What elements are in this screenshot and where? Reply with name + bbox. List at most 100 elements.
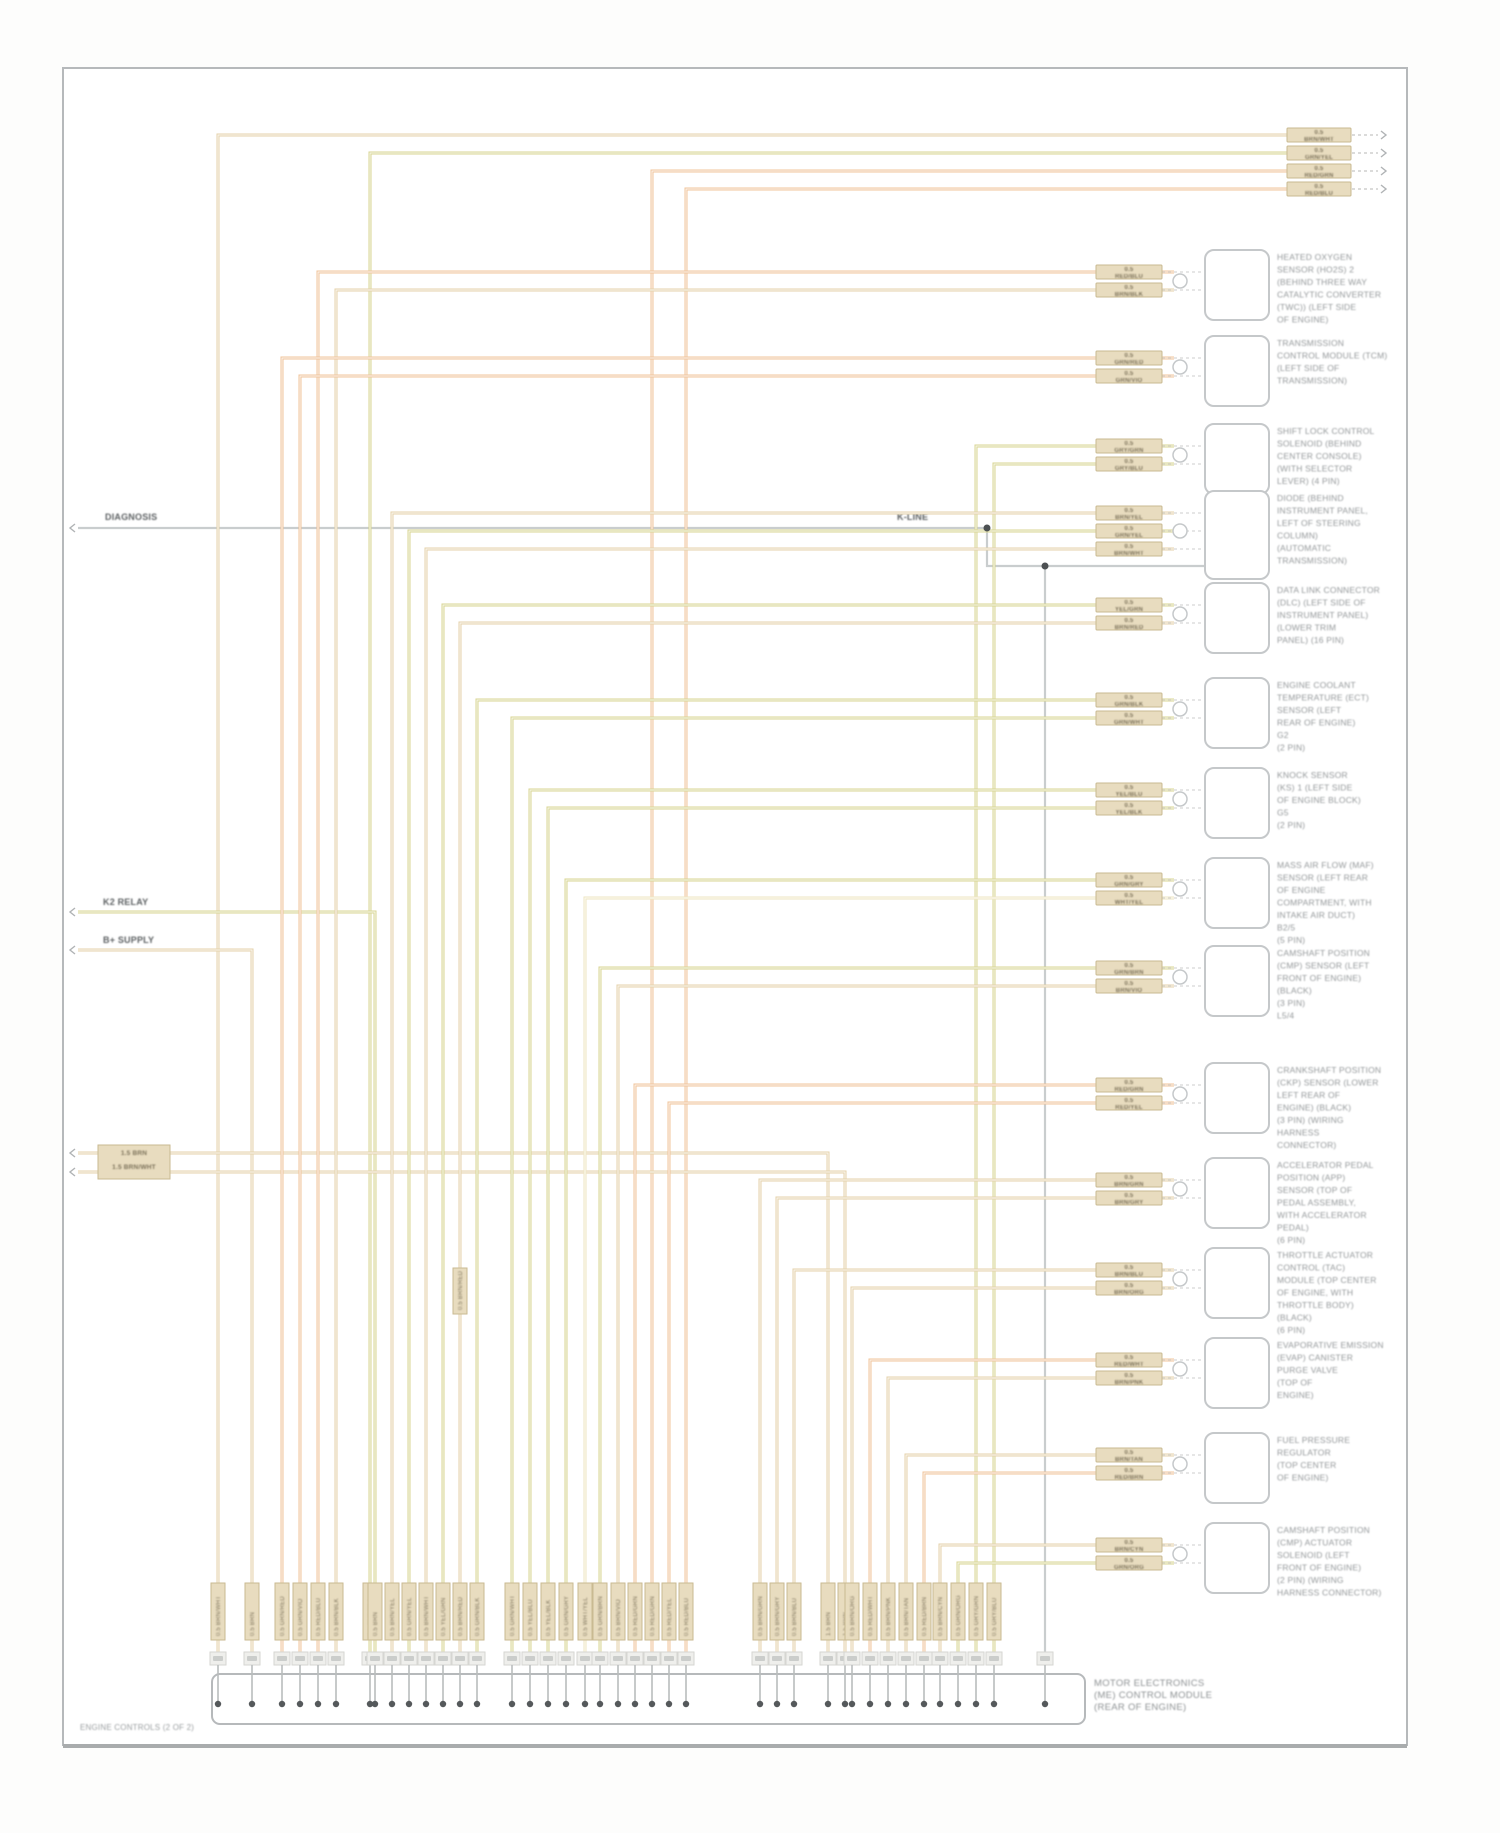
top-group-wire-label <box>1286 181 1352 197</box>
module-wire-label-text2: BRN/GRN <box>1114 1182 1143 1188</box>
bottom-wire-label-box <box>968 1582 984 1641</box>
left-entry-wire-core <box>78 1152 829 1652</box>
bottom-pin-number-mark <box>630 1656 640 1661</box>
top-group-wire-label-text2: BRN/WHT <box>1304 137 1334 143</box>
bottom-pin-number-mark <box>331 1656 341 1661</box>
module-description-line: SENSOR (LEFT <box>1277 705 1341 715</box>
ecm-pin-terminal-dot <box>214 1700 222 1708</box>
module-description-line: MASS AIR FLOW (MAF) <box>1277 860 1374 870</box>
module-box <box>1204 490 1270 580</box>
module-feed-wire-core <box>511 717 1174 1652</box>
module-connector-circle <box>1172 273 1188 289</box>
bottom-pin-number-mark <box>664 1656 674 1661</box>
bottom-pin-number-mark <box>455 1656 465 1661</box>
ecm-pin-terminal-dot <box>972 1700 980 1708</box>
module-wire-label-text1: 0.5 <box>1125 1355 1134 1361</box>
module-box <box>1204 1432 1270 1504</box>
bottom-wire-label-box <box>274 1582 290 1641</box>
off-page-arrow-icon <box>68 945 76 955</box>
bottom-wire-label-text: 0.5 RED/WHT <box>868 1596 874 1636</box>
bottom-wire-label-box <box>844 1582 860 1641</box>
bottom-pin-number-mark <box>971 1656 981 1661</box>
ecm-pin-terminal-dot <box>544 1700 552 1708</box>
module-description-line: (3 PIN) <box>1277 998 1305 1008</box>
module-description-line: MODULE (TOP CENTER <box>1277 1275 1377 1285</box>
left-entry-label: K2 RELAY <box>103 897 148 907</box>
bottom-pin-number-mark <box>772 1656 782 1661</box>
bottom-wire-label-text: 0.5 RED/GRN <box>633 1596 639 1636</box>
bottom-pin-number-mark <box>438 1656 448 1661</box>
module-description-line: CRANKSHAFT POSITION <box>1277 1065 1381 1075</box>
module-description-line: FRONT OF ENGINE) <box>1277 973 1361 983</box>
left-entry-wire-core <box>78 911 376 1652</box>
module-wire-label <box>1095 282 1163 298</box>
top-bus-wire-core <box>217 134 1287 1652</box>
ecm-pin-terminal-dot <box>884 1700 892 1708</box>
off-page-arrow-icon <box>68 1167 76 1177</box>
bottom-pin-number-mark <box>404 1656 414 1661</box>
module-description-line: ENGINE) (BLACK) <box>1277 1103 1351 1113</box>
ecm-pin-terminal-dot <box>954 1700 962 1708</box>
off-page-arrow-icon <box>1380 184 1388 194</box>
module-description-line: WITH ACCELERATOR <box>1277 1210 1367 1220</box>
bottom-wire-label-box <box>627 1582 643 1641</box>
module-description-line: ACCELERATOR PEDAL <box>1277 1160 1374 1170</box>
module-feed-wire-core <box>317 271 1174 1652</box>
ecm-pin-terminal-dot <box>508 1700 516 1708</box>
module-wire-label-text2: BRN/TAN <box>1115 1457 1143 1463</box>
module-wire-label <box>1095 960 1163 976</box>
ecm-pin-terminal-dot <box>614 1700 622 1708</box>
bottom-wire-label-text: 0.5 GRN/BRN <box>598 1596 604 1636</box>
top-group-wire-label <box>1286 127 1352 143</box>
module-description-line: (BEHIND THREE WAY <box>1277 277 1367 287</box>
bottom-wire-label-text: 0.5 YEL/GRN <box>441 1598 447 1636</box>
module-wire-label <box>1095 872 1163 888</box>
bottom-wire-label-text: 0.5 GRN/WHT <box>510 1595 516 1636</box>
module-wire-label-text2: RED/WHT <box>1114 1362 1144 1368</box>
module-description-line: KNOCK SENSOR <box>1277 770 1348 780</box>
module-description-line: (LOWER TRIM <box>1277 623 1336 633</box>
module-feed-wire-core <box>281 357 1174 1652</box>
bottom-wire-label-text: 0.5 WHT/YEL <box>583 1597 589 1636</box>
left-entry-label: B+ SUPPLY <box>103 935 154 945</box>
bottom-pin-number-mark <box>525 1656 535 1661</box>
bottom-wire-label-box <box>504 1582 520 1641</box>
module-wire-label-text2: WHT/YEL <box>1115 900 1144 906</box>
bottom-wire-label-box <box>469 1582 485 1641</box>
bottom-pin-number-mark <box>919 1656 929 1661</box>
bottom-wire-label-text: 0.5 BRN/TAN <box>904 1598 910 1636</box>
module-description-line: (TWC)) (LEFT SIDE <box>1277 302 1356 312</box>
module-wire-label-text2: RED/BRN <box>1115 1475 1144 1481</box>
module-wire-label-text2: BRN/RED <box>1115 625 1144 631</box>
module-wire-label-text1: 0.5 <box>1125 508 1134 514</box>
module-description-line: (CMP) ACTUATOR <box>1277 1538 1352 1548</box>
module-feed-wire-core <box>759 1179 1174 1652</box>
module-wire-label-text2: YEL/BLK <box>1115 810 1143 816</box>
module-description-line: CONTROL (TAC) <box>1277 1263 1345 1273</box>
ecm-pin-terminal-dot <box>332 1700 340 1708</box>
module-feed-wire-core <box>869 1359 1174 1652</box>
module-wire-label-text2: BRN/YEL <box>1115 515 1143 521</box>
module-wire-label-text2: BRN/PNK <box>1115 1380 1144 1386</box>
bottom-wire-label-box <box>932 1582 948 1641</box>
module-description-line: DATA LINK CONNECTOR <box>1277 585 1380 595</box>
inline-wire-label-box <box>452 1267 468 1315</box>
ecm-pin-terminal-dot <box>248 1700 256 1708</box>
module-box <box>1204 423 1270 495</box>
bottom-wire-label-text: 0.5 BRN/GRY <box>775 1597 781 1636</box>
module-connector-circle <box>1172 1361 1188 1377</box>
module-description-line: PANEL) (16 PIN) <box>1277 635 1344 645</box>
module-wire-label <box>1095 505 1163 521</box>
bottom-pin-number-mark <box>595 1656 605 1661</box>
module-feed-wire-core <box>776 1197 1174 1652</box>
k-line-mid-label: K-LINE <box>897 512 928 522</box>
bottom-wire-label-text: 1.5 BRN <box>826 1612 832 1636</box>
module-description-line: OF ENGINE) <box>1277 315 1329 325</box>
module-wire-label-text2: BRN/GRY <box>1115 1200 1144 1206</box>
module-wire-label <box>1095 890 1163 906</box>
bottom-wire-label-text: 0.5 YEL/BLK <box>546 1600 552 1636</box>
bottom-pin-number-mark <box>847 1656 857 1661</box>
ecm-pin-terminal-dot <box>371 1700 379 1708</box>
bottom-wire-label-box <box>752 1582 768 1641</box>
ecm-pin-terminal-dot <box>990 1700 998 1708</box>
